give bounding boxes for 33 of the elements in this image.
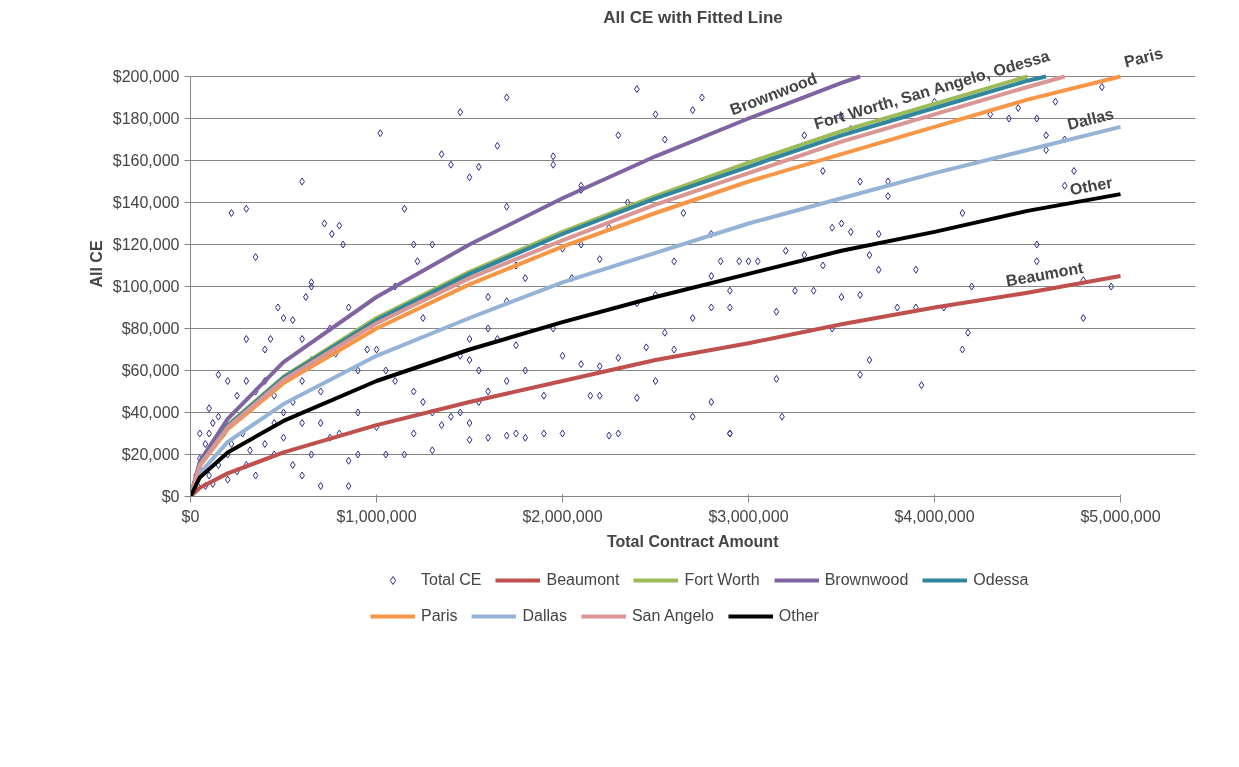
legend-label: Odessa [973, 571, 1029, 589]
x-tick-label: $3,000,000 [708, 507, 789, 525]
legend-label: Brownwood [824, 571, 909, 589]
x-tick-label: $1,000,000 [336, 507, 417, 525]
chart-title: All CE with Fitted Line [603, 7, 783, 27]
y-tick-label: $160,000 [112, 152, 180, 169]
y-tick-label: $60,000 [121, 362, 180, 379]
x-tick-label: $4,000,000 [894, 507, 975, 525]
annotation: Dallas [1065, 104, 1116, 133]
annotation: Paris [1122, 44, 1165, 71]
y-tick-label: $0 [161, 488, 180, 505]
y-tick-label: $180,000 [112, 110, 180, 127]
annotation: Other [1068, 173, 1114, 199]
legend-label: Other [778, 607, 819, 625]
legend-label: Paris [421, 607, 458, 625]
legend-label: Total CE [421, 571, 482, 589]
x-tick-label: $2,000,000 [522, 507, 603, 525]
x-tick-label: $5,000,000 [1080, 507, 1161, 525]
y-tick-label: $20,000 [121, 446, 180, 463]
x-axis-title: Total Contract Amount [606, 532, 780, 550]
y-axis-title: All CE [87, 240, 105, 288]
legend-label: Dallas [522, 607, 567, 625]
x-tick-label: $0 [181, 507, 200, 525]
y-tick-label: $80,000 [121, 320, 180, 337]
y-tick-label: $100,000 [112, 278, 180, 295]
y-tick-label: $140,000 [112, 194, 180, 211]
legend-label: San Angelo [631, 607, 714, 625]
legend-label: Fort Worth [684, 571, 760, 589]
y-tick-label: $200,000 [112, 68, 180, 85]
y-tick-label: $120,000 [112, 236, 180, 253]
y-tick-label: $40,000 [121, 404, 180, 421]
legend-label: Beaumont [546, 571, 620, 589]
annotation: Beaumont [1004, 258, 1086, 290]
